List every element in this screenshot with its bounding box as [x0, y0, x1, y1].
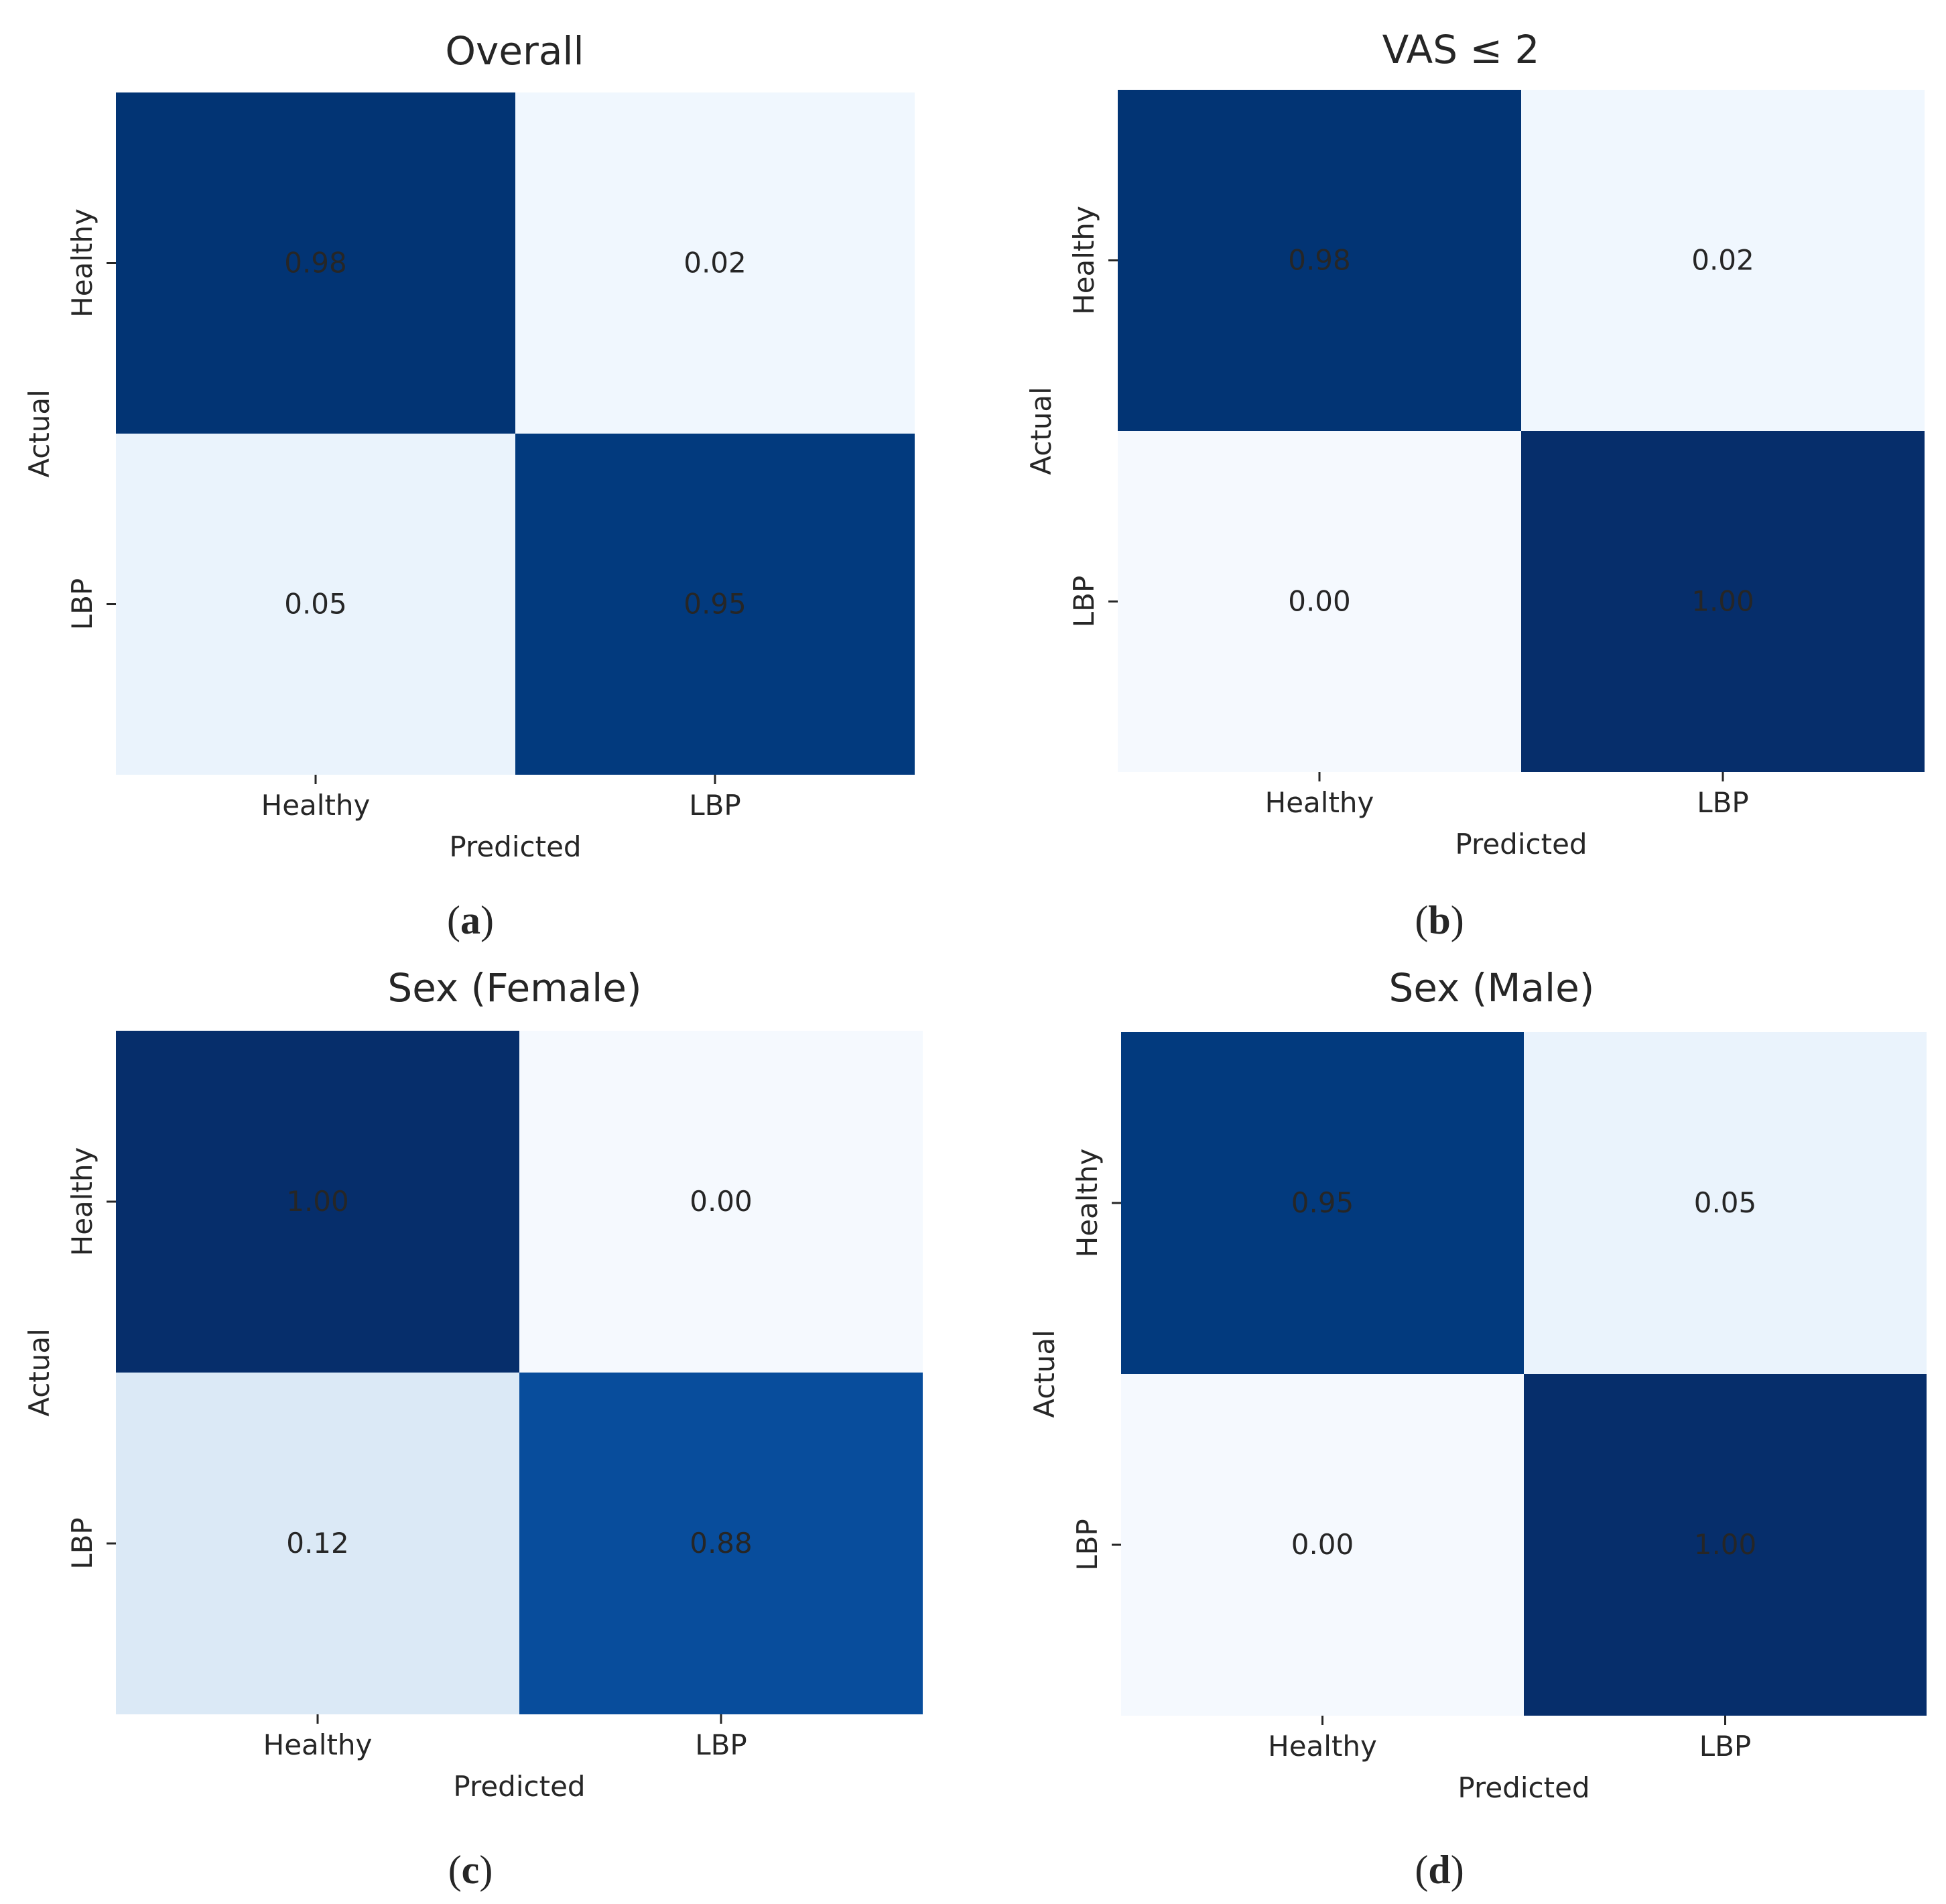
cell-value-label: 0.88: [690, 1527, 753, 1560]
panel-caption: (b): [1415, 898, 1464, 942]
y-axis-label: Actual: [23, 1328, 56, 1417]
x-tick-label: LBP: [1699, 1730, 1752, 1763]
cell-value-label: 0.95: [1291, 1186, 1354, 1219]
cell-value-label: 0.05: [1694, 1186, 1757, 1219]
panel-title: Overall: [445, 28, 584, 74]
y-tick-label: Healthy: [66, 1147, 99, 1257]
cell-value-label: 0.02: [1691, 244, 1754, 277]
panel-letter: d: [1428, 1848, 1450, 1892]
heatmap-cell: [1524, 1032, 1927, 1374]
y-axis-label: Actual: [1025, 387, 1057, 475]
cell-value-label: 0.02: [684, 247, 747, 279]
x-tick-label: Healthy: [263, 1728, 373, 1761]
y-axis-label: Actual: [1028, 1330, 1061, 1418]
heatmap-cell: [515, 92, 915, 434]
y-axis-label: Actual: [23, 389, 56, 478]
heatmap-cell: [519, 1373, 923, 1714]
x-tick-label: Healthy: [261, 789, 371, 822]
heatmap-cell: [1521, 90, 1925, 431]
heatmap-cell: [1118, 90, 1521, 431]
heatmap-cell: [1121, 1374, 1524, 1716]
cell-value-label: 0.12: [286, 1527, 349, 1560]
y-tick-label: LBP: [66, 1517, 99, 1570]
panel-caption: (d): [1415, 1848, 1464, 1892]
heatmap-cell: [116, 92, 515, 434]
cell-value-label: 0.00: [1291, 1528, 1354, 1561]
heatmap-cell: [1121, 1032, 1524, 1374]
cell-value-label: 0.05: [284, 588, 347, 621]
x-tick-label: LBP: [689, 789, 741, 822]
panel-title: Sex (Male): [1389, 965, 1595, 1011]
cell-value-label: 0.00: [1288, 585, 1351, 618]
x-tick-label: LBP: [695, 1728, 747, 1761]
y-tick-label: LBP: [66, 578, 99, 631]
heatmap-cell: [116, 1373, 519, 1714]
panel-letter: a: [460, 898, 480, 942]
x-tick-label: Healthy: [1265, 786, 1374, 819]
heatmap-cell: [515, 434, 915, 775]
panel-caption: (a): [447, 898, 494, 942]
panel-letter: c: [462, 1848, 480, 1892]
y-tick-label: LBP: [1071, 1519, 1104, 1571]
panel-caption: (c): [448, 1848, 493, 1892]
y-tick-label: LBP: [1067, 576, 1100, 628]
heatmap-cell: [1118, 431, 1521, 772]
x-axis-label: Predicted: [449, 830, 581, 863]
cell-value-label: 0.95: [684, 588, 747, 621]
heatmap-cell: [1521, 431, 1925, 772]
x-axis-label: Predicted: [1457, 1771, 1590, 1804]
panel-title: VAS ≤ 2: [1382, 27, 1540, 72]
y-tick-label: Healthy: [1067, 206, 1100, 315]
cell-value-label: 1.00: [1694, 1528, 1757, 1561]
heatmap-cell: [1524, 1374, 1927, 1716]
y-tick-label: Healthy: [1071, 1149, 1104, 1258]
x-tick-label: LBP: [1697, 786, 1749, 819]
cell-value-label: 0.98: [284, 247, 347, 279]
cell-value-label: 0.00: [690, 1185, 753, 1218]
x-axis-label: Predicted: [453, 1770, 585, 1803]
heatmap-cell: [116, 434, 515, 775]
x-tick-label: Healthy: [1268, 1730, 1377, 1763]
cell-value-label: 1.00: [1691, 585, 1754, 618]
x-axis-label: Predicted: [1455, 828, 1587, 861]
heatmap-cell: [519, 1031, 923, 1373]
panel-letter: b: [1428, 898, 1450, 942]
panel-title: Sex (Female): [387, 965, 641, 1011]
cell-value-label: 1.00: [286, 1185, 349, 1218]
cell-value-label: 0.98: [1288, 244, 1351, 277]
heatmap-cell: [116, 1031, 519, 1373]
y-tick-label: Healthy: [66, 208, 99, 318]
